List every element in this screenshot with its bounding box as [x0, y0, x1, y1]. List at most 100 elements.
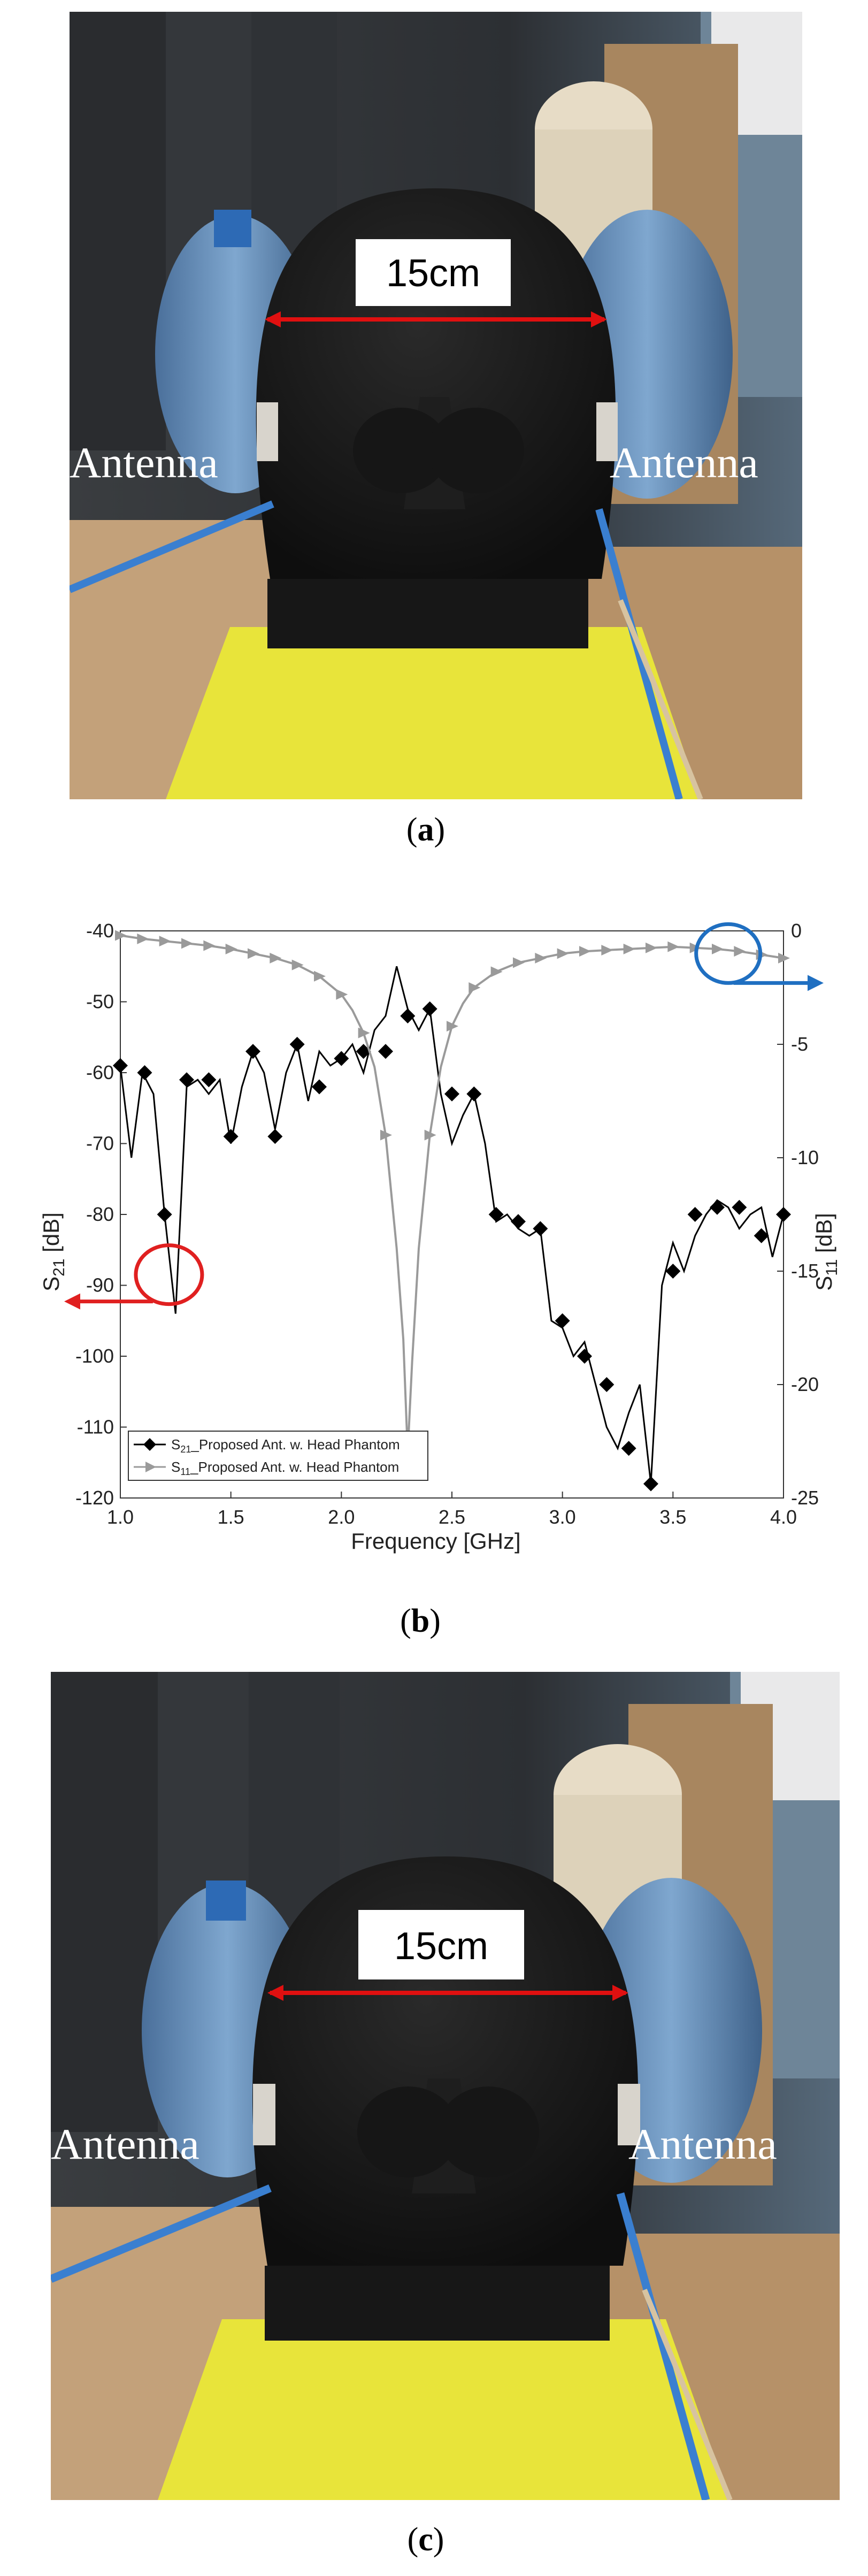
s11-marker [159, 936, 171, 947]
s11-marker [336, 989, 348, 1000]
s11-marker [623, 943, 635, 954]
x-tick-label: 1.5 [218, 1506, 244, 1528]
s21-marker [621, 1441, 636, 1456]
s21-marker [555, 1313, 570, 1328]
photo-panel-a [70, 12, 802, 799]
s11-marker [225, 943, 237, 954]
y-right-tick-label: 0 [791, 920, 802, 942]
annotation-circle-s11 [694, 922, 763, 985]
s21-marker [201, 1072, 217, 1088]
y-left-tick-label: -50 [86, 991, 114, 1013]
annotation-circle-s21 [134, 1243, 204, 1306]
series-line-s11 [120, 934, 784, 1453]
s11-marker [314, 970, 326, 982]
s21-marker [577, 1349, 592, 1364]
legend-marker-s21 [143, 1438, 156, 1451]
photo-panel-c [51, 1672, 840, 2500]
x-tick-label: 2.0 [328, 1506, 355, 1528]
s11-marker [181, 938, 193, 949]
s11-marker [490, 966, 503, 977]
photo-a-labels: 15cm Antenna Antenna [70, 252, 758, 487]
y-right-tick-label: -25 [791, 1487, 819, 1509]
s-parameter-chart: 1.0 1.5 2.0 2.5 3.0 3.5 4.0 -40 -50 -60 -70 -80 -90 -… [32, 920, 845, 1594]
x-tick-label: 1.0 [107, 1506, 134, 1528]
s11-marker [601, 945, 613, 956]
s21-marker [466, 1086, 482, 1102]
s21-marker [245, 1044, 260, 1059]
legend-label-s21: S21_Proposed Ant. w. Head Phantom [171, 1436, 400, 1455]
s11-marker [712, 943, 724, 954]
s21-marker [444, 1086, 459, 1102]
x-tick-label: 3.5 [659, 1506, 686, 1528]
y-left-tick-label: -80 [86, 1203, 114, 1225]
s11-marker [734, 946, 746, 957]
x-axis-title: Frequency [GHz] [351, 1528, 520, 1554]
legend-label-s11: S11_Proposed Ant. w. Head Phantom [171, 1459, 399, 1477]
s21-marker [599, 1377, 614, 1392]
dimension-label: 15cm [386, 252, 480, 295]
head-phantom-photo-c [51, 1672, 840, 2500]
s21-marker [179, 1072, 194, 1088]
s21-marker [289, 1037, 305, 1052]
y-right-tick-label: -20 [791, 1373, 819, 1395]
s21-marker [267, 1129, 283, 1144]
head-phantom-photo-a [70, 12, 802, 799]
antenna-label-right: Antenna [610, 438, 758, 487]
s21-marker [754, 1228, 769, 1243]
s21-marker [511, 1214, 526, 1229]
s21-marker [157, 1207, 172, 1222]
x-tick-label: 4.0 [770, 1506, 797, 1528]
s21-marker [643, 1476, 658, 1492]
dimension-label: 15cm [394, 1925, 488, 1968]
y-right-axis-title: S11 [dB] [811, 1213, 841, 1291]
s11-marker [137, 933, 149, 944]
s21-marker [533, 1221, 548, 1236]
s21-marker [732, 1199, 747, 1215]
y-right-tick-label: -10 [791, 1146, 819, 1168]
s11-marker [468, 982, 481, 993]
s21-marker [334, 1051, 349, 1066]
s11-marker [513, 957, 525, 968]
caption-c: (c) [407, 2521, 444, 2558]
s11-marker [535, 952, 547, 964]
chart-legend: S21_Proposed Ant. w. Head Phantom S11_Pr… [128, 1431, 428, 1481]
s11-marker [380, 1129, 392, 1141]
y-left-tick-label: -60 [86, 1061, 114, 1083]
s21-marker [776, 1207, 791, 1222]
x-tick-label: 2.5 [439, 1506, 465, 1528]
caption-a: (a) [406, 812, 445, 848]
y-left-tick-label: -120 [75, 1487, 114, 1509]
s11-marker [270, 952, 282, 964]
y-left-tick-label: -110 [77, 1416, 114, 1438]
y-left-tick-label: -40 [86, 920, 114, 942]
s11-marker [579, 946, 591, 957]
s21-marker [665, 1264, 681, 1279]
s11-marker [667, 941, 680, 952]
s21-marker [312, 1079, 327, 1095]
antenna-label-left: Antenna [70, 438, 218, 487]
y-left-tick-label: -70 [86, 1133, 114, 1155]
x-tick-label: 3.0 [549, 1506, 576, 1528]
s21-marker [710, 1199, 725, 1215]
s21-marker [378, 1044, 393, 1059]
s11-marker [291, 959, 304, 970]
s21-marker [422, 1001, 437, 1016]
s21-marker [687, 1207, 703, 1222]
y-right-tick-label: -15 [791, 1260, 819, 1282]
legend-marker-s11 [145, 1462, 156, 1472]
y-left-tick-label: -90 [86, 1274, 114, 1296]
s21-marker [113, 1058, 128, 1073]
s11-marker [358, 1027, 370, 1038]
annotation-arrowhead-right [808, 975, 824, 991]
s11-marker [248, 948, 259, 959]
s11-marker [424, 1129, 436, 1141]
s21-marker [223, 1129, 239, 1144]
s11-marker [557, 948, 569, 959]
s21-marker [400, 1008, 416, 1023]
s11-marker [115, 930, 127, 941]
s11-marker [203, 940, 216, 951]
s11-marker [646, 942, 657, 953]
antenna-label-left: Antenna [51, 2120, 199, 2168]
s21-marker [488, 1207, 504, 1222]
s21-marker [137, 1065, 152, 1080]
